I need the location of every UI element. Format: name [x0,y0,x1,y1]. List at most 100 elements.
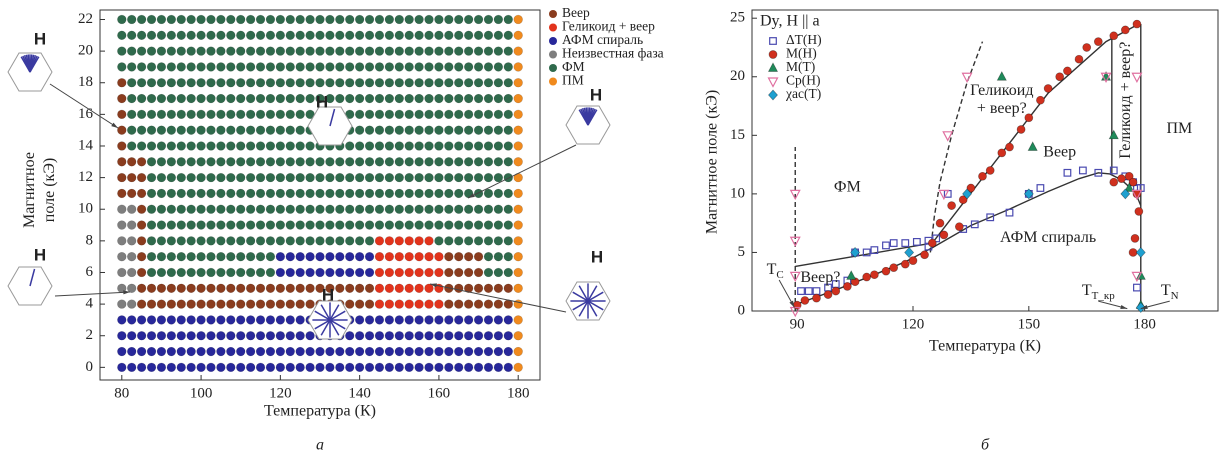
phase-dot [216,251,226,262]
panel-caption: б [981,437,990,454]
phase-dot [236,30,246,40]
phase-dot [245,299,256,309]
phase-dot [374,251,385,262]
phase-dot [136,125,147,135]
phase-dot [216,30,226,40]
phase-dot [285,236,295,246]
phase-dot [483,30,494,40]
phase-dot [245,30,256,40]
phase-dot [394,46,404,56]
phase-dot [245,62,256,72]
phase-dot [463,78,474,88]
phase-dot [483,125,494,135]
phase-dot [414,236,424,246]
phase-dot [354,251,365,262]
phase-dot [275,93,286,104]
phase-dot [245,283,256,293]
phase-dot [216,236,226,246]
phase-dot [354,78,365,88]
phase-dot [493,346,504,357]
phase-dot [285,125,295,135]
phase-dot [275,346,286,357]
data-point [1043,84,1053,93]
phase-dot [434,362,444,373]
phase-dot [146,78,157,88]
phase-dot [354,30,365,40]
data-point [1124,171,1134,181]
phase-dot [196,46,206,56]
x-tick-label: 80 [114,385,129,401]
phase-dot [156,78,167,88]
phase-dot [384,283,395,293]
phase-dot [424,141,434,151]
phase-dot [414,204,424,214]
phase-dot [305,251,315,262]
phase-dot [295,204,305,214]
phase-dot [236,204,246,214]
phase-dot [335,46,345,56]
phase-dot [335,283,345,293]
phase-dot [245,315,256,325]
phase-dot [166,30,177,40]
phase-dot [384,204,395,214]
phase-dot [156,109,167,120]
phase-dot [404,46,414,56]
phase-dot [117,331,127,341]
phase-dot [414,46,424,56]
phase-dot [404,125,414,135]
phase-dot [503,14,513,25]
x-tick-label: 140 [348,385,371,401]
phase-dot [265,172,276,183]
data-point [889,263,899,273]
phase-dot [236,283,246,293]
phase-dot [226,141,236,151]
phase-dot [127,220,137,230]
phase-dot [186,236,196,246]
phase-dot [414,220,424,230]
phase-dot [305,188,315,199]
phase-dot [354,315,365,325]
phase-dot [166,62,177,72]
phase-dot [325,204,335,214]
phase-dot [176,299,186,309]
data-point [1023,188,1034,200]
phase-dot [493,125,504,135]
phase-dot [513,125,523,135]
phase-dot [127,251,137,262]
phase-dot [394,125,404,135]
phase-dot [136,46,147,56]
phase-dot [513,251,523,262]
phase-dot [483,362,494,373]
phase-dot [136,362,147,373]
phase-dot [176,220,186,230]
phase-dot [136,141,147,151]
data-point [846,270,857,280]
phase-dot [305,157,315,167]
annotation: TT_кр [1082,282,1115,302]
phase-dot [454,220,464,230]
data-point [1134,207,1144,216]
phase-dot [295,362,305,373]
phase-dot [156,62,167,72]
phase-dot [136,14,147,25]
phase-dot [255,331,266,341]
y-tick-label: 6 [86,264,94,280]
phase-dot [186,299,196,309]
phase-dot [483,141,494,151]
phase-dot [236,14,246,25]
phase-dot [404,331,414,341]
phase-dot [483,315,494,325]
phase-dot [404,315,414,325]
phase-dot [345,283,355,293]
phase-dot [444,204,454,214]
phase-dot [384,362,395,373]
y-tick-label: 10 [730,185,745,201]
phase-dot [176,30,186,40]
phase-dot [295,109,305,120]
phase-dot [434,141,444,151]
phase-dot [374,62,385,72]
phase-dot [216,204,226,214]
phase-dot [216,46,226,56]
phase-dot [305,299,315,309]
phase-dot [424,346,434,357]
